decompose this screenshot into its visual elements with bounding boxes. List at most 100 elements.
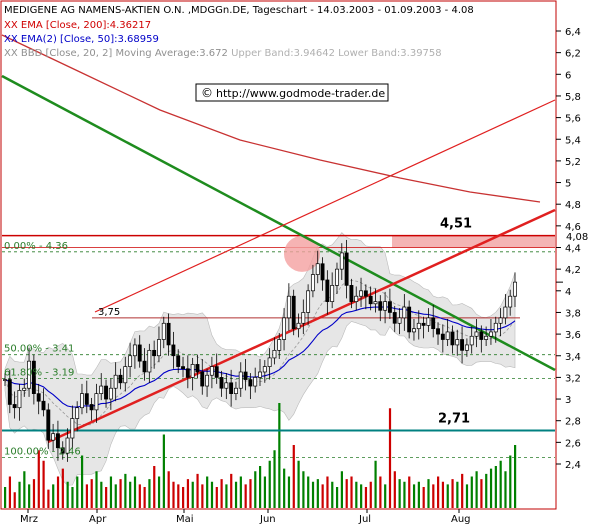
price-tick-label: 4,2 [565, 265, 581, 276]
candle-body [320, 263, 325, 281]
price-tick-label: 5,4 [565, 135, 581, 146]
volume-bar [191, 481, 194, 508]
volume-bar [148, 479, 151, 508]
legend-ema50-marker: XX [4, 34, 21, 45]
volume-bar [412, 484, 416, 508]
volume-bar [427, 479, 430, 508]
candle-body [46, 409, 51, 441]
price-tick-label: 6,2 [565, 49, 581, 60]
volume-bar [80, 455, 84, 508]
fibonacci-label: 100.00% - 2.46 [4, 447, 81, 458]
volume-bar [489, 468, 493, 508]
candle-body [407, 306, 412, 333]
candle-body [195, 364, 200, 373]
volume-bar [504, 471, 507, 508]
candle-body [286, 295, 291, 319]
volume-bar [167, 471, 170, 508]
volume-bar [470, 476, 473, 508]
volume-bar [465, 484, 469, 508]
candle-body [310, 274, 315, 292]
candle-body [104, 385, 108, 400]
candle-body [118, 374, 123, 384]
top-marker-circle [284, 235, 320, 272]
candle-body [416, 322, 421, 330]
candle-body [36, 393, 41, 402]
legend-bbd-bands: Upper Band:3.94642 Lower Band:3.39758 [231, 48, 442, 59]
volume-bar [186, 479, 190, 508]
candle-body [55, 433, 60, 449]
volume-bar [182, 487, 185, 508]
volume-bar [52, 484, 55, 508]
candle-body [128, 355, 133, 367]
volume-bar [4, 487, 7, 508]
price-tick-label: 6,4 [565, 27, 581, 38]
legend-bbd: XX BBD [Close, 20, 2] Moving Average:3.6… [4, 48, 442, 59]
volume-bar [162, 434, 165, 508]
last-price-label: 4,08 [566, 232, 588, 243]
watermark-box [195, 83, 389, 102]
level-value-label: 3,75 [98, 307, 120, 318]
candle-body [474, 331, 479, 337]
month-label: Jul [358, 514, 371, 525]
candle-body [445, 331, 450, 340]
volume-bar [18, 481, 21, 508]
price-tick-label: 3,4 [565, 352, 581, 363]
volume-bar [105, 487, 108, 508]
price-tick-label: 3 [565, 395, 571, 406]
volume-bar [124, 473, 127, 508]
volume-bar [340, 471, 343, 508]
volume-bar [42, 460, 45, 508]
month-label: Aug [451, 514, 471, 525]
watermark-text: http://www.godmode-trader.de [216, 87, 385, 100]
candle-body [190, 364, 195, 378]
volume-bar [220, 479, 223, 508]
volume-bar [283, 468, 286, 508]
candle-body [460, 339, 465, 351]
volume-bar [225, 484, 228, 508]
month-label: Apr [89, 514, 107, 525]
candle-body [397, 317, 402, 324]
volume-bar [514, 445, 517, 508]
candle-body [108, 387, 113, 400]
price-tick-label: 5 [565, 179, 571, 190]
volume-bar [90, 479, 93, 508]
volume-bar [56, 476, 60, 508]
candle-body [498, 317, 503, 324]
candle-body [359, 290, 363, 297]
price-tick-label: 5,6 [565, 114, 581, 125]
volume-bar [234, 481, 238, 508]
ema200-line [1, 34, 541, 203]
candle-body [229, 382, 234, 394]
candle-body [325, 279, 330, 302]
price-tick-label: 4 [565, 287, 571, 298]
candle-body [484, 335, 489, 340]
candle-body [282, 317, 287, 340]
level-value-label: 4,51 [440, 217, 472, 232]
fibonacci-label: 50.00% - 3.41 [4, 344, 74, 355]
candle-body [3, 379, 7, 381]
volume-bar [292, 445, 295, 508]
volume-bar [85, 484, 88, 508]
candle-body [185, 368, 190, 378]
fibonacci-label: 0.00% - 4.36 [4, 241, 68, 252]
candle-body [17, 390, 22, 409]
volume-bar [297, 460, 300, 508]
volume-bar [307, 476, 310, 508]
volume-bar [61, 468, 64, 508]
candle-body [243, 371, 248, 380]
candle-body [137, 344, 142, 362]
resistance-box [392, 235, 555, 248]
candle-body [70, 418, 75, 439]
legend-bbd-label: BBD [Close, 20, 2] Moving Average:3.672 [21, 48, 228, 59]
candle-body [373, 301, 378, 305]
candle-body [479, 331, 484, 340]
candle-body [335, 268, 339, 286]
candle-body [51, 433, 56, 441]
candle-body [80, 393, 84, 409]
candle-body [7, 379, 12, 405]
volume-bar [494, 466, 497, 508]
volume-bar [244, 484, 247, 508]
candle-body [94, 393, 99, 411]
volume-bar [326, 476, 329, 508]
